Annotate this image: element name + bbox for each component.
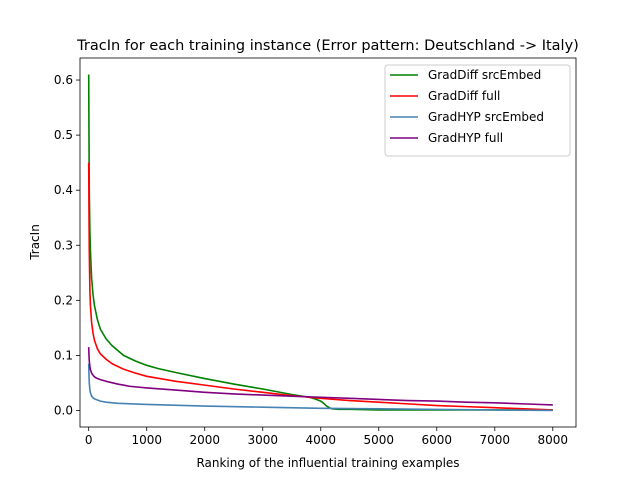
x-axis: 0 1000 2000 3000 4000 5000 6000 7000 8000 xyxy=(85,427,568,447)
y-tick-label: 0.4 xyxy=(54,183,73,197)
x-tick-label: 1000 xyxy=(131,433,162,447)
x-tick-label: 7000 xyxy=(480,433,511,447)
x-tick-label: 0 xyxy=(85,433,93,447)
legend-label-2: GradHYP srcEmbed xyxy=(428,110,544,124)
y-tick-label: 0.2 xyxy=(54,293,73,307)
legend-label-1: GradDiff full xyxy=(428,89,500,103)
series-line-2 xyxy=(87,363,553,412)
plot-area xyxy=(87,74,553,412)
x-axis-label: Ranking of the influential training exam… xyxy=(196,456,459,470)
x-tick-label: 2000 xyxy=(189,433,220,447)
plot-frame xyxy=(79,57,577,428)
x-tick-label: 4000 xyxy=(305,433,336,447)
series-line-3 xyxy=(87,347,553,406)
x-tick-label: 3000 xyxy=(247,433,278,447)
y-tick-label: 0.1 xyxy=(54,348,73,362)
x-tick-label: 6000 xyxy=(421,433,452,447)
chart-title: TracIn for each training instance (Error… xyxy=(76,38,579,54)
legend-label-0: GradDiff srcEmbed xyxy=(428,68,541,82)
x-tick-label: 8000 xyxy=(538,433,569,447)
legend-box xyxy=(384,64,571,157)
legend: GradDiff srcEmbed GradDiff full GradHYP sr… xyxy=(384,64,571,157)
series-line-1 xyxy=(87,162,553,411)
y-axis: 0.0 0.1 0.2 0.3 0.4 0.5 0.6 xyxy=(54,73,80,417)
y-tick-label: 0.0 xyxy=(54,403,73,417)
y-tick-label: 0.3 xyxy=(54,238,73,252)
y-tick-label: 0.6 xyxy=(54,73,73,87)
x-tick-label: 5000 xyxy=(363,433,394,447)
y-tick-label: 0.5 xyxy=(54,128,73,142)
y-axis-label: TracIn xyxy=(28,224,42,261)
legend-label-3: GradHYP full xyxy=(428,131,503,145)
